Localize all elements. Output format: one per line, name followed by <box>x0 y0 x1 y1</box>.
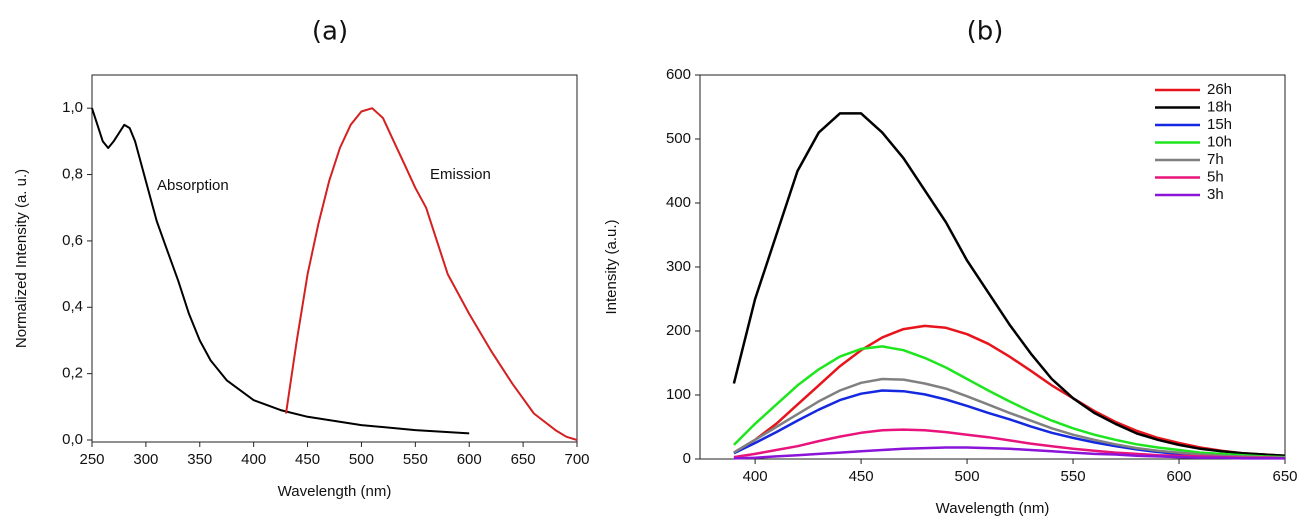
legend-label: 10h <box>1207 133 1232 150</box>
y-tick-label: 600 <box>666 66 691 83</box>
series-line <box>733 446 1285 460</box>
x-tick-label: 500 <box>955 468 980 485</box>
series-label: Absorption <box>157 177 229 194</box>
y-tick-label: 0,6 <box>62 232 83 249</box>
legend-label: 3h <box>1207 186 1224 203</box>
y-tick-label: 400 <box>666 194 691 211</box>
x-tick-label: 550 <box>403 451 428 468</box>
y-axis-label: Intensity (a.u.) <box>603 219 620 314</box>
x-axis-label: Wavelength (nm) <box>936 500 1050 517</box>
y-tick-label: 200 <box>666 322 691 339</box>
legend-label: 7h <box>1207 151 1224 168</box>
x-tick-label: 500 <box>349 451 374 468</box>
x-tick-label: 600 <box>457 451 482 468</box>
x-tick-label: 600 <box>1167 468 1192 485</box>
x-tick-label: 700 <box>564 451 589 468</box>
x-tick-label: 550 <box>1061 468 1086 485</box>
y-tick-label: 0 <box>683 450 691 467</box>
y-tick-label: 0,4 <box>62 298 83 315</box>
x-tick-label: 650 <box>511 451 536 468</box>
y-tick-label: 300 <box>666 258 691 275</box>
y-tick-label: 0,8 <box>62 166 83 183</box>
x-tick-label: 650 <box>1272 468 1297 485</box>
y-tick-label: 100 <box>666 386 691 403</box>
legend-label: 15h <box>1207 116 1232 133</box>
x-tick-label: 250 <box>79 451 104 468</box>
x-tick-label: 450 <box>849 468 874 485</box>
legend-label: 26h <box>1207 81 1232 98</box>
y-tick-label: 500 <box>666 130 691 147</box>
x-tick-label: 400 <box>743 468 768 485</box>
x-tick-label: 400 <box>241 451 266 468</box>
series-line <box>91 107 470 435</box>
series-line <box>733 377 1286 459</box>
y-tick-label: 0,2 <box>62 365 83 382</box>
chart-title: (b) <box>967 17 1004 47</box>
chart-title: (a) <box>312 17 348 47</box>
series-line <box>285 107 578 441</box>
legend-label: 18h <box>1207 98 1232 115</box>
x-tick-label: 450 <box>295 451 320 468</box>
x-tick-label: 350 <box>187 451 212 468</box>
legend-label: 5h <box>1207 168 1224 185</box>
y-tick-label: 0,0 <box>62 431 83 448</box>
y-tick-label: 1,0 <box>62 99 83 116</box>
series-line <box>732 112 1286 458</box>
series-line <box>733 345 1286 459</box>
series-line <box>733 428 1286 460</box>
series-line <box>733 324 1286 458</box>
x-axis-label: Wavelength (nm) <box>278 483 392 500</box>
y-axis-label: Normalized Intensity (a. u.) <box>13 169 30 348</box>
series-label: Emission <box>430 166 491 183</box>
x-tick-label: 300 <box>133 451 158 468</box>
plot-frame <box>91 74 578 443</box>
plot-frame <box>699 74 1286 460</box>
